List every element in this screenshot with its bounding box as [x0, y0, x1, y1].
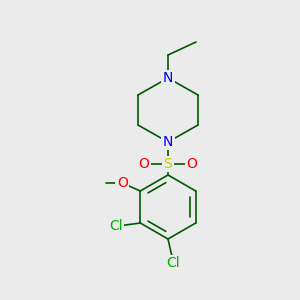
Text: Cl: Cl — [166, 256, 180, 270]
Text: S: S — [164, 157, 172, 171]
Text: N: N — [163, 135, 173, 149]
Text: N: N — [163, 71, 173, 85]
Text: O: O — [187, 157, 197, 171]
Text: O: O — [139, 157, 149, 171]
Text: Cl: Cl — [110, 219, 123, 233]
Text: O: O — [117, 176, 128, 190]
